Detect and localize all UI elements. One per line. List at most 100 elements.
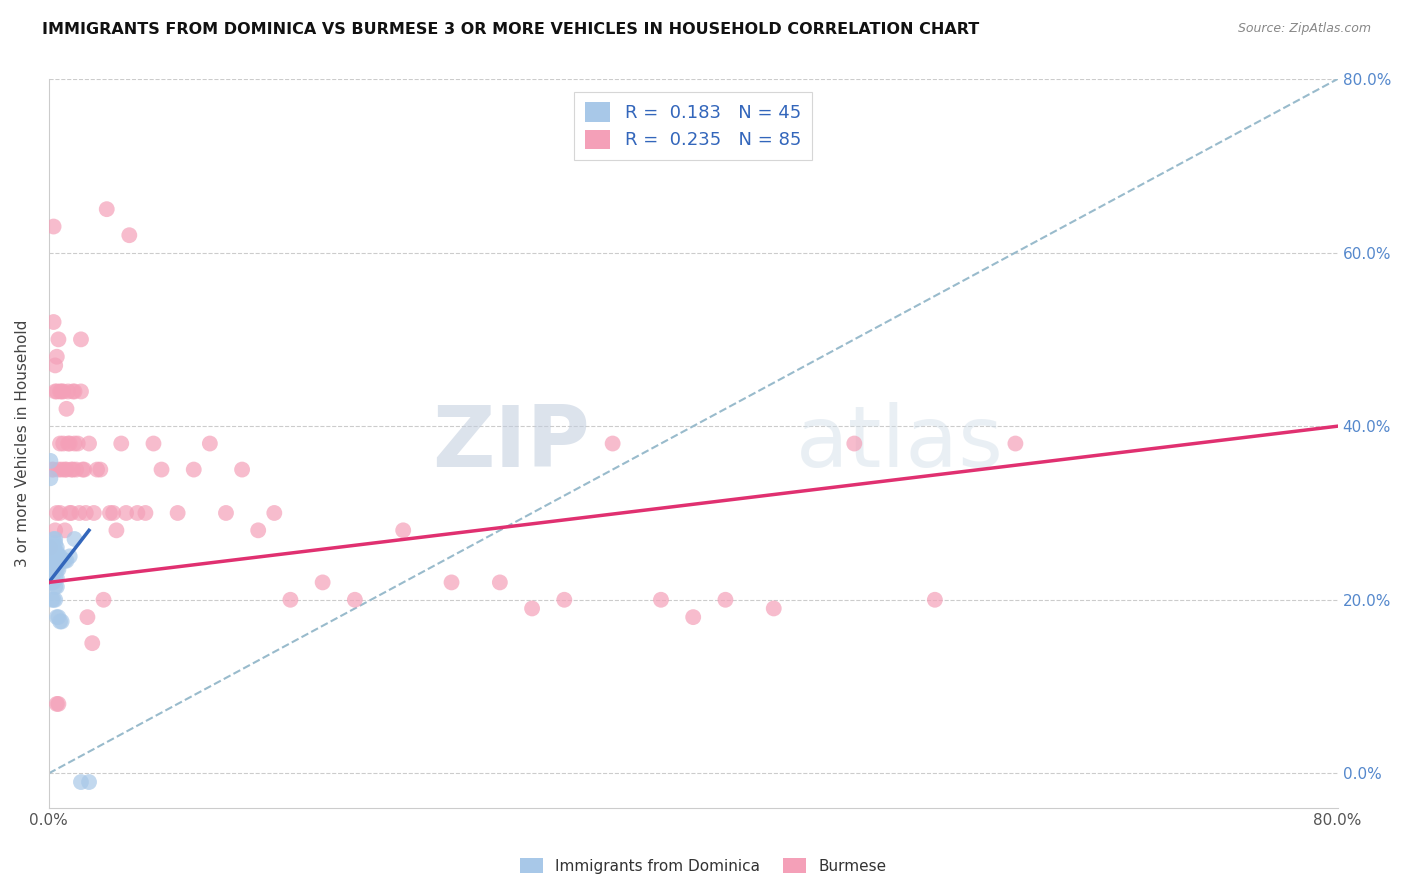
Point <box>343 592 366 607</box>
Point <box>39 471 62 485</box>
Point <box>49 554 72 568</box>
Point <box>42 575 65 590</box>
Point <box>231 462 253 476</box>
Point <box>63 532 86 546</box>
Point <box>42 566 65 581</box>
Point <box>72 462 94 476</box>
Point <box>96 202 118 217</box>
Point <box>762 601 785 615</box>
Point <box>55 401 77 416</box>
Point <box>41 558 63 572</box>
Point <box>247 524 270 538</box>
Point <box>76 610 98 624</box>
Text: atlas: atlas <box>796 402 1004 485</box>
Point <box>42 541 65 555</box>
Point <box>53 554 76 568</box>
Point <box>45 580 67 594</box>
Point <box>51 615 73 629</box>
Text: ZIP: ZIP <box>432 402 591 485</box>
Point <box>73 462 96 476</box>
Point <box>1004 436 1026 450</box>
Point <box>440 575 463 590</box>
Point <box>44 592 66 607</box>
Point <box>45 697 67 711</box>
Point <box>56 436 79 450</box>
Point <box>89 462 111 476</box>
Point <box>44 359 66 373</box>
Point <box>82 636 104 650</box>
Point <box>263 506 285 520</box>
Point <box>56 384 79 399</box>
Point <box>70 775 93 789</box>
Point <box>83 506 105 520</box>
Point <box>39 541 62 555</box>
Point <box>42 219 65 234</box>
Point <box>49 506 72 520</box>
Point <box>49 384 72 399</box>
Point <box>553 592 575 607</box>
Point <box>93 592 115 607</box>
Point <box>44 580 66 594</box>
Point <box>52 554 75 568</box>
Point <box>62 384 84 399</box>
Point <box>44 532 66 546</box>
Point <box>45 571 67 585</box>
Point <box>166 506 188 520</box>
Point <box>183 462 205 476</box>
Point <box>42 532 65 546</box>
Point <box>41 592 63 607</box>
Point <box>45 562 67 576</box>
Point <box>67 506 90 520</box>
Point <box>86 462 108 476</box>
Point <box>650 592 672 607</box>
Point <box>48 549 70 564</box>
Point <box>142 436 165 450</box>
Point <box>48 562 70 576</box>
Legend: R =  0.183   N = 45, R =  0.235   N = 85: R = 0.183 N = 45, R = 0.235 N = 85 <box>574 92 813 161</box>
Point <box>44 384 66 399</box>
Point <box>59 436 82 450</box>
Point <box>77 775 100 789</box>
Point <box>118 228 141 243</box>
Point <box>59 506 82 520</box>
Point <box>103 506 125 520</box>
Point <box>77 436 100 450</box>
Point <box>41 549 63 564</box>
Y-axis label: 3 or more Vehicles in Household: 3 or more Vehicles in Household <box>15 320 30 567</box>
Point <box>42 315 65 329</box>
Point <box>520 601 543 615</box>
Point <box>44 562 66 576</box>
Point <box>65 462 87 476</box>
Point <box>134 506 156 520</box>
Legend: Immigrants from Dominica, Burmese: Immigrants from Dominica, Burmese <box>513 852 893 880</box>
Point <box>42 549 65 564</box>
Point <box>44 524 66 538</box>
Point <box>44 536 66 550</box>
Point <box>51 384 73 399</box>
Point <box>52 436 75 450</box>
Point <box>198 436 221 450</box>
Text: IMMIGRANTS FROM DOMINICA VS BURMESE 3 OR MORE VEHICLES IN HOUSEHOLD CORRELATION : IMMIGRANTS FROM DOMINICA VS BURMESE 3 OR… <box>42 22 980 37</box>
Point <box>45 384 67 399</box>
Point <box>98 506 121 520</box>
Point <box>60 506 83 520</box>
Point <box>45 610 67 624</box>
Point <box>44 571 66 585</box>
Text: Source: ZipAtlas.com: Source: ZipAtlas.com <box>1237 22 1371 36</box>
Point <box>59 549 82 564</box>
Point <box>45 541 67 555</box>
Point <box>49 549 72 564</box>
Point <box>75 506 97 520</box>
Point <box>127 506 149 520</box>
Point <box>48 554 70 568</box>
Point <box>41 575 63 590</box>
Point <box>489 575 512 590</box>
Point <box>215 506 238 520</box>
Point <box>45 350 67 364</box>
Point <box>844 436 866 450</box>
Point <box>49 436 72 450</box>
Point <box>41 541 63 555</box>
Point <box>70 332 93 346</box>
Point <box>280 592 302 607</box>
Point <box>682 610 704 624</box>
